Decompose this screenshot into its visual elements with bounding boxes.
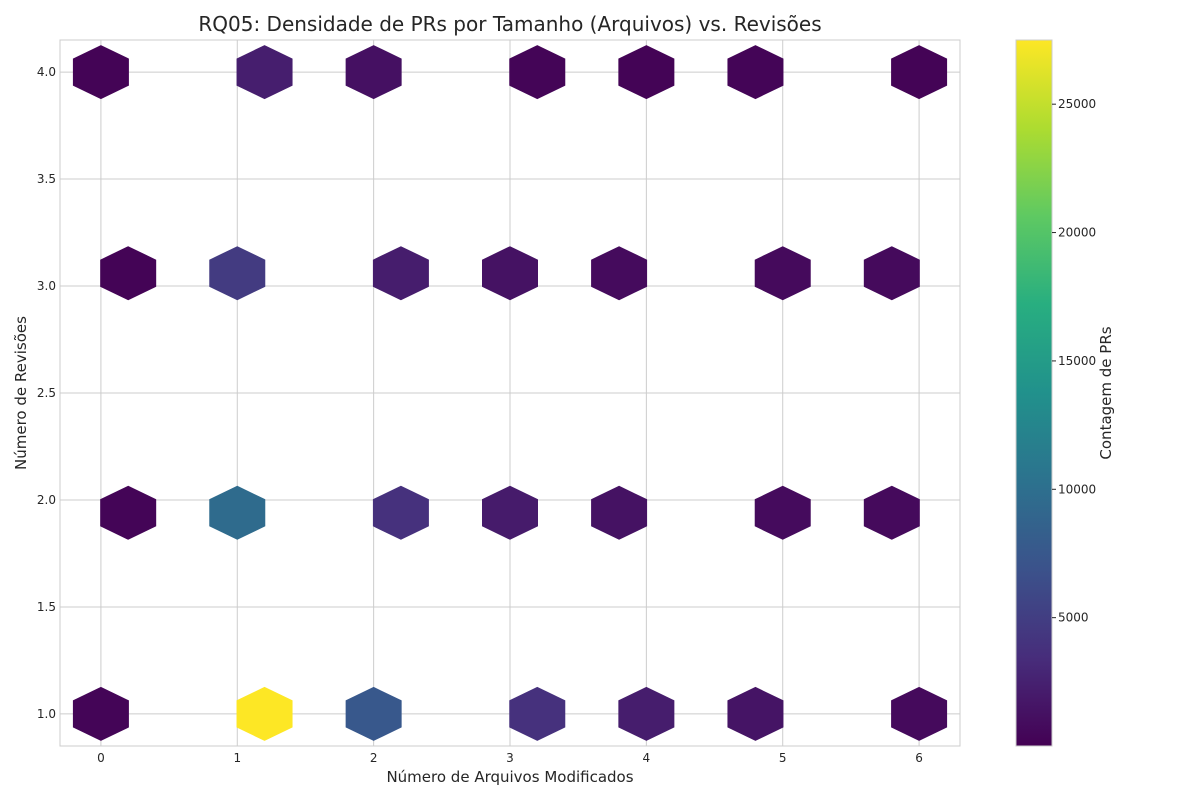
hexbin-cells: [72, 45, 948, 741]
x-axis-label: Número de Arquivos Modificados: [386, 768, 633, 786]
hexbin-cell: [372, 246, 429, 301]
x-tick-label: 2: [370, 751, 378, 765]
colorbar: [1015, 39, 1053, 747]
y-tick-label: 4.0: [37, 65, 56, 79]
hexbin-cell: [509, 45, 566, 100]
x-tick-label: 6: [915, 751, 923, 765]
colorbar-label: Contagem de PRs: [1097, 326, 1115, 459]
y-tick-labels: 1.0 1.5 2.0 2.5 3.0 3.5 4.0: [37, 65, 56, 721]
hexbin-cell: [754, 485, 811, 540]
colorbar-tick-label: 10000: [1058, 482, 1096, 496]
x-tick-label: 1: [233, 751, 241, 765]
hexbin-cell: [727, 686, 784, 741]
chart-title: RQ05: Densidade de PRs por Tamanho (Arqu…: [198, 12, 821, 36]
y-tick-label: 3.0: [37, 279, 56, 293]
plot-frame: [59, 39, 961, 747]
x-tick-label: 5: [779, 751, 787, 765]
x-tick-label: 0: [97, 751, 105, 765]
y-tick-label: 3.5: [37, 172, 56, 186]
x-tick-label: 4: [643, 751, 651, 765]
hexbin-cell: [236, 686, 293, 741]
hexbin-cell: [891, 686, 948, 741]
colorbar-tick-label: 5000: [1058, 611, 1089, 625]
hexbin-cell: [209, 485, 266, 540]
hexbin-cell: [236, 45, 293, 100]
hexbin-cell: [863, 246, 920, 301]
y-tick-label: 1.0: [37, 707, 56, 721]
y-tick-label: 2.0: [37, 493, 56, 507]
hexbin-cell: [754, 246, 811, 301]
hexbin-cell: [891, 45, 948, 100]
hexbin-cell: [345, 686, 402, 741]
hexbin-cell: [209, 246, 266, 301]
colorbar-tick-label: 20000: [1058, 226, 1096, 240]
x-tick-label: 3: [506, 751, 514, 765]
hexbin-cell: [618, 686, 675, 741]
hexbin-cell: [863, 485, 920, 540]
hexbin-cell: [100, 246, 157, 301]
y-tick-label: 2.5: [37, 386, 56, 400]
x-tick-labels: 0 1 2 3 4 5 6: [97, 751, 923, 765]
hexbin-cell: [372, 485, 429, 540]
hexbin-cell: [72, 45, 129, 100]
hexbin-cell: [509, 686, 566, 741]
hexbin-cell: [100, 485, 157, 540]
y-tick-label: 1.5: [37, 600, 56, 614]
hexbin-cell: [591, 485, 648, 540]
hexbin-cell: [482, 246, 538, 301]
hexbin-cell: [345, 45, 402, 100]
hexbin-cell: [482, 485, 538, 540]
hexbin-cell: [618, 45, 675, 100]
hexbin-cell: [591, 246, 648, 301]
hexbin-cell: [72, 686, 129, 741]
hexbin-cell: [727, 45, 784, 100]
y-axis-label: Número de Revisões: [12, 316, 30, 470]
colorbar-tick-label: 25000: [1058, 97, 1096, 111]
colorbar-tick-labels: 5000 10000 15000 20000 25000: [1052, 97, 1096, 625]
colorbar-tick-label: 15000: [1058, 354, 1096, 368]
